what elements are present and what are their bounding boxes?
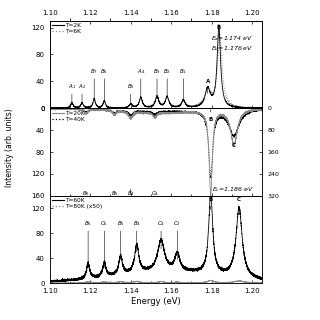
Text: $B_3$: $B_3$ [153, 67, 161, 98]
Text: $\bf{B}$: $\bf{B}$ [216, 23, 222, 38]
Text: $B_5$: $B_5$ [116, 219, 124, 260]
Text: Intensity (arb. units): Intensity (arb. units) [5, 108, 14, 187]
Text: $B_5$: $B_5$ [110, 189, 118, 198]
Text: $A_4$: $A_4$ [137, 67, 145, 98]
Text: $\bf{B}$: $\bf{B}$ [208, 109, 214, 123]
Text: $B_1$: $B_1$ [180, 67, 187, 101]
X-axis label: Energy (eV): Energy (eV) [131, 297, 181, 306]
Text: $C_2$: $C_2$ [173, 219, 181, 260]
Legend: T=20K, T=40K: T=20K, T=40K [51, 110, 86, 122]
Text: $C_4$: $C_4$ [157, 219, 165, 249]
Text: $B_6$: $B_6$ [84, 219, 92, 268]
Text: $C_6$: $C_6$ [100, 219, 108, 268]
Text: $\bf{C}$: $\bf{C}$ [231, 136, 237, 149]
Text: $E_a$=1.174 eV
$E_b$=1.176 eV: $E_a$=1.174 eV $E_b$=1.176 eV [212, 34, 254, 53]
Text: $B_4$: $B_4$ [133, 219, 141, 252]
Text: $\bf{B}$: $\bf{B}$ [208, 195, 214, 210]
Text: $E_c$=1.186 eV: $E_c$=1.186 eV [212, 185, 254, 194]
Text: $A_2$: $A_2$ [78, 83, 86, 103]
Text: $B_6$: $B_6$ [82, 189, 90, 198]
Text: $C_4$: $C_4$ [151, 189, 159, 198]
Text: $B_4$: $B_4$ [127, 189, 135, 198]
Text: $B_2$: $B_2$ [163, 67, 171, 98]
Legend: T=2K, T=6K: T=2K, T=6K [51, 22, 82, 35]
Text: $\bf{C}$: $\bf{C}$ [236, 195, 242, 214]
Text: $B_6$: $B_6$ [100, 67, 108, 101]
Text: $B_5$: $B_5$ [127, 83, 135, 105]
Text: $A_1$: $A_1$ [68, 83, 76, 103]
Text: $\bf{A}$: $\bf{A}$ [204, 77, 211, 93]
Text: $B_7$: $B_7$ [90, 67, 98, 100]
Legend: T=60K, T=80K (x50): T=60K, T=80K (x50) [51, 197, 103, 210]
